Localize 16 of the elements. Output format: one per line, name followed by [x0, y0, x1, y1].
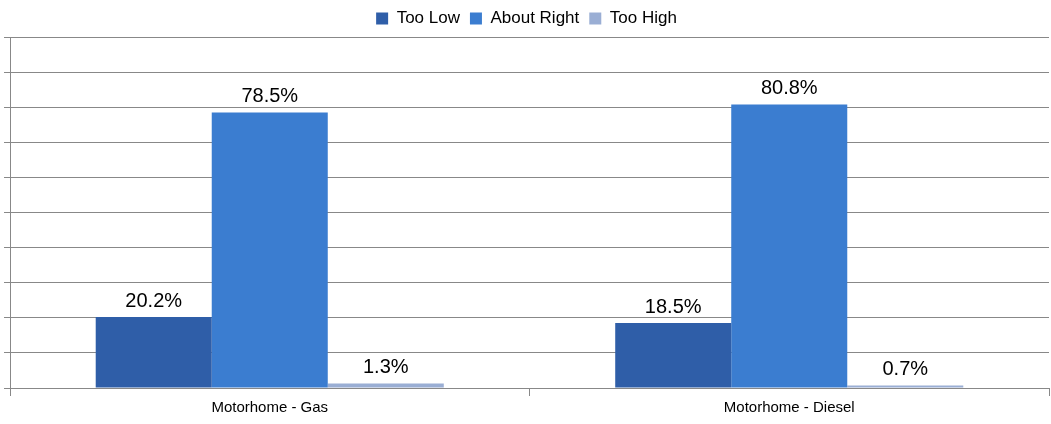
- bar: [327, 383, 444, 388]
- bar: [95, 317, 212, 388]
- data-label: 0.7%: [882, 357, 929, 380]
- data-label: 78.5%: [241, 83, 299, 106]
- data-label: 80.8%: [760, 75, 818, 98]
- data-label: 20.2%: [125, 288, 183, 311]
- legend-label: Too Low: [396, 8, 461, 28]
- bar: [615, 323, 732, 388]
- legend-label: About Right: [490, 8, 580, 28]
- data-label: 18.5%: [644, 294, 702, 317]
- x-tick-label: Motorhome - Diesel: [723, 398, 855, 416]
- bar: [211, 112, 328, 388]
- x-tick-label: Motorhome - Gas: [211, 398, 329, 416]
- data-label: 1.3%: [362, 354, 409, 377]
- bar: [731, 104, 848, 388]
- legend-label: Too High: [609, 8, 677, 28]
